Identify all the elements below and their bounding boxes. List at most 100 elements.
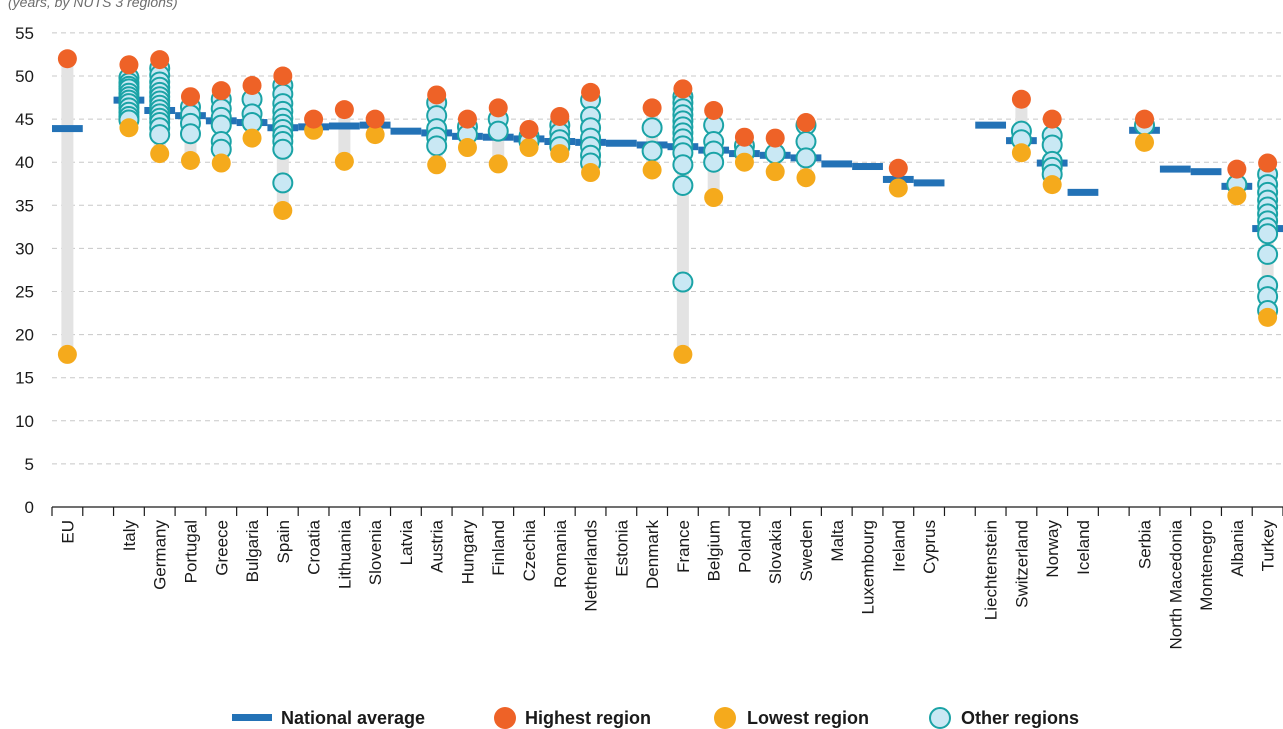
y-tick-label: 40 [15, 153, 34, 172]
other-region-point [703, 151, 725, 173]
y-axis: 0 5 10 15 20 25 30 35 40 45 50 55 [15, 24, 34, 517]
other-region-markers [118, 57, 1279, 321]
range-bar [61, 58, 74, 355]
lowest-region-point [150, 144, 170, 164]
x-tick-label: Latvia [397, 519, 416, 565]
highest-region-point [488, 98, 508, 118]
y-tick-label: 30 [15, 239, 34, 258]
lowest-region-point [1258, 307, 1278, 327]
national-average-mark [975, 121, 1007, 129]
national-average-mark [1190, 168, 1222, 176]
other-region-point [149, 124, 171, 146]
x-tick-label: Montenegro [1197, 520, 1216, 611]
lowest-region-point [673, 344, 693, 364]
x-tick-label: Slovakia [766, 519, 785, 584]
national-average-mark [1159, 165, 1191, 173]
highest-region-point [242, 75, 262, 95]
highest-region-point [427, 85, 447, 105]
other-region-point [795, 147, 817, 169]
x-tick-label: Switzerland [1012, 520, 1031, 608]
highest-region-point [457, 109, 477, 129]
lowest-region-point [334, 151, 354, 171]
x-tick-label: Croatia [305, 519, 324, 574]
x-tick-label: Austria [428, 519, 447, 572]
highest-region-point [1258, 153, 1278, 173]
x-tick-label: Sweden [797, 520, 816, 581]
x-tick-label: Albania [1228, 519, 1247, 576]
highest-region-point [57, 49, 77, 69]
lowest-region-point [581, 163, 601, 183]
highest-region-point [211, 81, 231, 101]
highest-region-point [1227, 159, 1247, 179]
legend-other-regions-symbol [929, 707, 951, 729]
x-tick-label: Bulgaria [243, 519, 262, 582]
highest-region-point [550, 107, 570, 127]
legend-other-regions-label: Other regions [961, 708, 1079, 728]
y-tick-label: 15 [15, 369, 34, 388]
lowest-region-point [457, 138, 477, 158]
other-region-point [272, 138, 294, 160]
y-tick-label: 55 [15, 24, 34, 43]
gridlines [52, 32, 1283, 465]
highest-region-point [1042, 109, 1062, 129]
highest-region-point [642, 98, 662, 118]
highest-region-markers [57, 49, 1278, 179]
other-region-point [426, 135, 448, 157]
other-region-point [1257, 243, 1279, 265]
national-average-mark [390, 127, 422, 135]
lowest-region-point [734, 152, 754, 172]
lowest-region-point [427, 155, 447, 175]
highest-region-point [334, 100, 354, 120]
x-tick-label: EU [58, 520, 77, 544]
x-axis: EU Italy Germany Portugal Greece Bulgaria Spai… [51, 506, 1283, 649]
lowest-region-point [242, 128, 262, 148]
x-tick-label: Cyprus [920, 520, 939, 574]
lowest-region-point [1227, 186, 1247, 206]
y-tick-label: 10 [15, 412, 34, 431]
x-tick-label: Germany [151, 520, 170, 590]
lowest-region-point [488, 154, 508, 174]
x-tick-label: Estonia [612, 519, 631, 576]
y-tick-label: 5 [25, 455, 34, 474]
highest-region-point [304, 109, 324, 129]
x-tick-label: Italy [120, 520, 139, 552]
x-tick-label: Netherlands [582, 520, 601, 612]
lowest-region-point [180, 150, 200, 170]
highest-region-point [519, 119, 539, 139]
highest-region-point [1135, 109, 1155, 129]
y-tick-label: 50 [15, 67, 34, 86]
legend-highest-region-symbol [494, 707, 516, 729]
national-average-mark [852, 163, 883, 171]
x-tick-label: Greece [212, 520, 231, 576]
y-tick-label: 20 [15, 326, 34, 345]
lowest-region-point [273, 200, 293, 220]
other-region-point [672, 154, 694, 176]
lowest-region-point [1011, 143, 1031, 163]
x-tick-label: Poland [735, 520, 754, 573]
y-tick-label: 0 [25, 498, 34, 517]
x-tick-label: Spain [274, 520, 293, 563]
highest-region-point [273, 66, 293, 86]
x-tick-label: Czechia [520, 519, 539, 581]
y-tick-label: 35 [15, 196, 34, 215]
x-tick-label: Lithuania [335, 519, 354, 589]
other-region-point [672, 174, 694, 196]
national-average-mark [52, 125, 83, 133]
lowest-region-point [704, 188, 724, 208]
highest-region-point [888, 158, 908, 178]
x-tick-label: North Macedonia [1166, 519, 1185, 649]
x-tick-label: Ireland [889, 520, 908, 572]
legend: National average Highest region Lowest r… [232, 707, 1079, 729]
x-tick-label: Liechtenstein [982, 520, 1001, 620]
highest-region-point [1011, 89, 1031, 109]
lowest-region-point [519, 138, 539, 158]
other-region-point [672, 271, 694, 293]
legend-lowest-region-symbol [714, 707, 736, 729]
other-region-point [1257, 223, 1279, 245]
other-region-point [641, 140, 663, 162]
highest-region-point [704, 100, 724, 120]
other-region-point [641, 117, 663, 139]
highest-region-point [119, 55, 139, 75]
x-tick-label: Turkey [1259, 520, 1278, 572]
